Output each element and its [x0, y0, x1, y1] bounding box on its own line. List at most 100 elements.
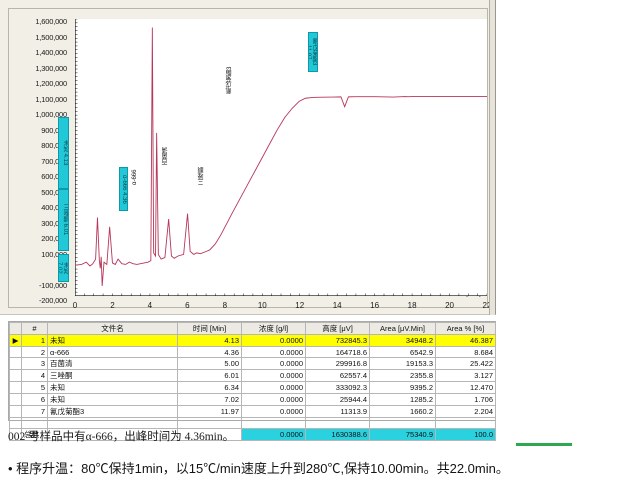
- th-height[interactable]: 高度 [μV]: [305, 322, 370, 335]
- row-marker: [9, 405, 22, 418]
- row-marker: [9, 393, 22, 406]
- cyan-tag-alpha666[interactable]: α-666 4.36: [119, 167, 128, 211]
- row-area-percent: 46.387: [435, 334, 496, 347]
- x-tick-label: 16: [370, 301, 380, 310]
- row-time: 6.34: [177, 381, 242, 394]
- row-area-percent: 25.422: [435, 357, 496, 370]
- row-concentration: 0.0000: [241, 334, 306, 347]
- row-concentration: 0.0000: [241, 369, 306, 382]
- row-concentration: 0.0000: [241, 346, 306, 358]
- x-tick-label: 10: [257, 301, 267, 310]
- plot-area[interactable]: α-666 4.36 氰戊菊酯3 11.97 α-666 百菌清 三唑酮 氰戊菊…: [75, 19, 487, 296]
- x-tick-label: 8: [222, 301, 228, 310]
- total-height: 1630388.6: [305, 428, 370, 441]
- y-tick-label: 1,100,000: [35, 94, 67, 104]
- row-time: 4.13: [177, 334, 242, 347]
- table-row[interactable]: 6 未知 7.02 0.0000 25944.4 1285.2 1.706: [9, 393, 496, 406]
- row-time: 7.02: [177, 393, 242, 406]
- x-tick-label: 18: [407, 301, 417, 310]
- y-tick-label: 300,000: [41, 218, 67, 228]
- row-time: 4.36: [177, 346, 242, 358]
- results-table[interactable]: # 文件名 时间 [Min] 浓度 [g/l] 高度 [μV] Area [μV…: [8, 321, 496, 441]
- x-tick-label: 4: [147, 301, 153, 310]
- cyan-tag-fenvalerate[interactable]: 氰戊菊酯3 11.97: [308, 32, 318, 72]
- row-height: 333092.3: [305, 381, 370, 394]
- y-tick-label: 1,400,000: [35, 48, 67, 57]
- table-body: ▶ 1 未知 4.13 0.0000 732845.3 34948.2 46.387 2 α-66…: [9, 334, 496, 441]
- table-row[interactable]: 4 三唑酮 6.01 0.0000 62557.4 2355.8 3.127: [9, 369, 496, 382]
- row-time: 6.01: [177, 369, 242, 382]
- row-index: 7: [21, 405, 48, 418]
- total-area-percent: 100.0: [435, 428, 496, 441]
- y-tick-label: 1,200,000: [35, 79, 67, 88]
- table-row[interactable]: 2 α-666 4.36 0.0000 164718.6 6542.9 8.684: [9, 346, 496, 358]
- row-height: 25944.4: [305, 393, 370, 406]
- table-row[interactable]: 3 百菌清 5.00 0.0000 299916.8 19153.3 25.422: [9, 357, 496, 370]
- row-filename: 氰戊菊酯3: [47, 405, 178, 418]
- x-axis-tick-labels: 0 2 4 6 8 10 12 14 16 18 20 22: [69, 301, 492, 315]
- y-tick-label: 1,000,000: [35, 110, 67, 119]
- th-time[interactable]: 时间 [Min]: [177, 322, 242, 335]
- total-area: 75340.9: [369, 428, 436, 441]
- table-row[interactable]: 5 未知 6.34 0.0000 333092.3 9395.2 12.470: [9, 381, 496, 394]
- spacer-cell: [177, 417, 242, 429]
- row-height: 11313.9: [305, 405, 370, 418]
- row-area-percent: 2.204: [435, 405, 496, 418]
- chromatogram-window: μV 002 1,600,0001,500,0001,400,0001,300,…: [0, 0, 496, 315]
- chart-scroll-edge[interactable]: [489, 0, 495, 315]
- y-tick-label: 1,600,000: [35, 17, 67, 26]
- x-tick-label: 12: [295, 301, 305, 310]
- table-spacer-row: [9, 417, 496, 429]
- table-row[interactable]: 7 氰戊菊酯3 11.97 0.0000 11313.9 1660.2 2.204: [9, 405, 496, 418]
- row-index: 1: [21, 334, 48, 347]
- y-tick-label: 1,500,000: [35, 32, 67, 42]
- row-area-percent: 8.684: [435, 346, 496, 358]
- y-tick-label: 100,000: [41, 249, 67, 259]
- th-marker[interactable]: [9, 322, 22, 335]
- row-concentration: 0.0000: [241, 381, 306, 394]
- row-area: 9395.2: [369, 381, 436, 394]
- row-area: 2355.8: [369, 369, 436, 382]
- cyan-tag-unknown-702[interactable]: 未知 7.02: [58, 254, 69, 282]
- table-row[interactable]: ▶ 1 未知 4.13 0.0000 732845.3 34948.2 46.387: [9, 334, 496, 347]
- y-axis-tick-labels: 1,600,000 1,500,000 1,400,000 1,300,000 1,20…: [9, 13, 71, 305]
- row-index: 5: [21, 381, 48, 394]
- peak-label-chlorothalonil: 百菌清: [163, 147, 169, 165]
- th-area-percent[interactable]: Area % [%]: [435, 322, 496, 335]
- y-tick-label: 1,300,000: [35, 63, 67, 73]
- y-tick-label: 800,000: [41, 141, 67, 150]
- row-area-percent: 3.127: [435, 369, 496, 382]
- total-label: 总数: [21, 428, 48, 441]
- spacer-cell: [47, 417, 178, 429]
- y-tick-label: 400,000: [41, 203, 67, 212]
- row-area: 19153.3: [369, 357, 436, 370]
- row-marker: [9, 381, 22, 394]
- chromatogram-trace: [75, 19, 487, 296]
- y-tick-label: 200,000: [41, 234, 67, 243]
- cyan-tag-triadimefon-601[interactable]: 三唑酮 6.01: [58, 189, 69, 251]
- th-area[interactable]: Area [μV.Min]: [369, 322, 436, 335]
- th-filename[interactable]: 文件名: [47, 322, 178, 335]
- th-concentration[interactable]: 浓度 [g/l]: [241, 322, 306, 335]
- x-tick-label: 0: [72, 301, 78, 310]
- row-filename: 未知: [47, 381, 178, 394]
- spacer-cell: [305, 417, 370, 429]
- row-area-percent: 1.706: [435, 393, 496, 406]
- y-tick-label: 500,000: [41, 187, 67, 197]
- row-index: 6: [21, 393, 48, 406]
- row-concentration: 0.0000: [241, 393, 306, 406]
- cyan-tag-unknown-413[interactable]: 未知 4.13: [58, 117, 69, 189]
- row-height: 62557.4: [305, 369, 370, 382]
- table-total-row: 总数 0.0000 1630388.6 75340.9 100.0: [9, 428, 496, 441]
- total-blank: [47, 428, 178, 441]
- x-tick-label: 2: [110, 301, 115, 310]
- y-tick-label: 700,000: [41, 156, 67, 166]
- total-time: [177, 428, 242, 441]
- th-index[interactable]: #: [21, 322, 48, 335]
- spacer-cell: [435, 417, 496, 429]
- row-concentration: 0.0000: [241, 405, 306, 418]
- row-area-percent: 12.470: [435, 381, 496, 394]
- row-height: 299916.8: [305, 357, 370, 370]
- right-blank-pane: [496, 0, 622, 315]
